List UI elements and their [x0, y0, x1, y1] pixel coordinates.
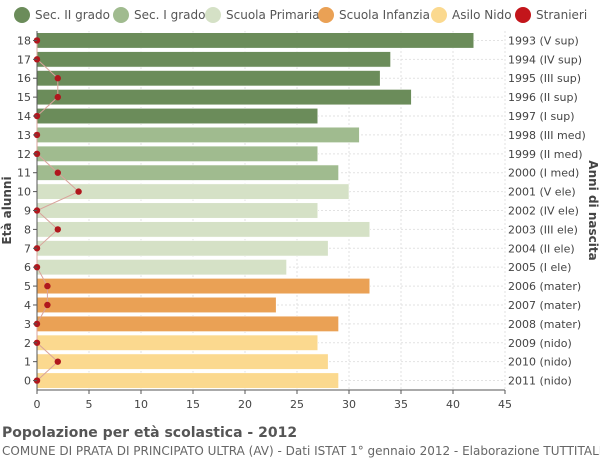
legend-label-scuola-primaria: Scuola Primaria — [226, 8, 320, 22]
legend-item-stranieri: Stranieri — [515, 4, 587, 26]
legend-swatch-stranieri — [515, 7, 531, 23]
bar-age-4 — [36, 296, 277, 314]
y-right-tick-label: 1994 (IV sup) — [508, 53, 582, 66]
y-right-tick-label: 2001 (V ele) — [508, 186, 576, 199]
legend-item-scuola-infanzia: Scuola Infanzia — [318, 4, 430, 26]
legend-swatch-scuola-infanzia — [318, 7, 334, 23]
y-tick-label: 9 — [24, 205, 31, 218]
y-tick-label: 12 — [17, 148, 31, 161]
chart-title: Popolazione per età scolastica - 2012 — [2, 425, 298, 441]
bar-age-6 — [36, 259, 287, 276]
legend-label-asilo-nido: Asilo Nido — [452, 8, 512, 22]
legend-item-sec-ii-grado: Sec. II grado — [14, 4, 110, 26]
y-right-tick-label: 2002 (IV ele) — [508, 205, 579, 218]
y-right-tick-label: 1993 (V sup) — [508, 34, 579, 47]
y-right-tick-label: 2004 (II ele) — [508, 242, 575, 255]
y-axis-label: Età alunni — [0, 176, 14, 244]
bar-age-1 — [36, 353, 329, 370]
y-tick-label: 0 — [24, 375, 31, 388]
y-tick-label: 17 — [17, 53, 31, 66]
legend-item-asilo-nido: Asilo Nido — [431, 4, 512, 26]
y-tick-label: 8 — [24, 223, 31, 236]
x-tick-label: 20 — [238, 398, 252, 411]
legend-swatch-sec-i-grado — [113, 7, 129, 23]
bar-age-0 — [36, 372, 339, 389]
bar-age-15 — [36, 89, 412, 106]
y-right-tick-label: 1998 (III med) — [508, 129, 586, 142]
chart-legend: Sec. II grado Sec. I grado Scuola Primar… — [0, 4, 600, 26]
y-tick-label: 7 — [24, 242, 31, 255]
y-right-tick-label: 2005 (I ele) — [508, 261, 571, 274]
y-tick-label: 18 — [17, 34, 31, 47]
bar-age-17 — [36, 51, 391, 68]
y-tick-label: 14 — [17, 110, 31, 123]
legend-swatch-scuola-primaria — [205, 7, 221, 23]
bar-age-18 — [36, 32, 475, 49]
legend-label-sec-ii-grado: Sec. II grado — [35, 8, 110, 22]
y-tick-label: 11 — [17, 167, 31, 180]
y-tick-label: 10 — [17, 186, 31, 199]
bar-age-12 — [36, 145, 319, 162]
y-right-tick-label: 1999 (II med) — [508, 148, 583, 161]
bar-age-9 — [36, 202, 319, 219]
y-tick-label: 16 — [17, 72, 31, 85]
y-tick-label: 6 — [24, 261, 31, 274]
y-tick-label: 3 — [24, 318, 31, 331]
y-right-tick-label: 2011 (nido) — [508, 375, 572, 388]
y-tick-label: 5 — [24, 280, 31, 293]
x-tick-label: 10 — [134, 398, 148, 411]
x-tick-label: 40 — [446, 398, 460, 411]
legend-swatch-sec-ii-grado — [14, 7, 30, 23]
x-tick-label: 45 — [498, 398, 512, 411]
x-tick-label: 25 — [290, 398, 304, 411]
legend-label-scuola-infanzia: Scuola Infanzia — [339, 8, 430, 22]
y-right-tick-label: 2009 (nido) — [508, 337, 572, 350]
y-right-tick-label: 2003 (III ele) — [508, 223, 578, 236]
legend-label-sec-i-grado: Sec. I grado — [134, 8, 206, 22]
legend-item-scuola-primaria: Scuola Primaria — [205, 4, 320, 26]
bar-age-3 — [36, 315, 339, 332]
y-right-tick-label: 2007 (mater) — [508, 299, 581, 312]
y-tick-label: 13 — [17, 129, 31, 142]
legend-item-sec-i-grado: Sec. I grado — [113, 4, 205, 26]
bar-age-10 — [36, 183, 350, 200]
y-right-tick-label: 1995 (III sup) — [508, 72, 581, 85]
stranieri-point-age-15 — [54, 93, 61, 101]
stranieri-point-age-1 — [54, 358, 61, 365]
bar-age-7 — [36, 240, 329, 257]
bar-age-11 — [36, 164, 339, 181]
y-right-tick-label: 2000 (I med) — [508, 167, 579, 180]
y-right-tick-label: 2010 (nido) — [508, 356, 572, 369]
bar-age-13 — [36, 126, 360, 143]
legend-swatch-asilo-nido — [431, 7, 447, 23]
stranieri-point-age-11 — [54, 169, 61, 176]
stranieri-point-age-10 — [75, 188, 82, 195]
bar-age-14 — [36, 107, 319, 125]
x-tick-label: 15 — [186, 398, 200, 411]
bar-age-8 — [36, 221, 371, 238]
stranieri-point-age-5 — [44, 282, 51, 290]
x-tick-label: 30 — [342, 398, 356, 411]
stranieri-point-age-8 — [54, 226, 61, 233]
x-tick-label: 0 — [34, 398, 41, 411]
x-tick-label: 35 — [394, 398, 408, 411]
legend-label-stranieri: Stranieri — [536, 8, 588, 22]
y-tick-label: 2 — [24, 337, 31, 350]
y-tick-label: 4 — [24, 299, 31, 312]
y-right-tick-label: 1997 (I sup) — [508, 110, 575, 123]
y-tick-label: 1 — [24, 356, 31, 369]
stranieri-point-age-16 — [54, 75, 61, 82]
bar-age-16 — [36, 70, 381, 87]
y-right-tick-label: 2006 (mater) — [508, 280, 581, 293]
y-right-tick-label: 2008 (mater) — [508, 318, 581, 331]
chart-source: COMUNE DI PRATA DI PRINCIPATO ULTRA (AV)… — [2, 444, 600, 458]
y-axis-label-right: Anni di nascita — [586, 160, 600, 260]
x-tick-label: 5 — [86, 398, 93, 411]
y-tick-label: 15 — [17, 91, 31, 104]
stranieri-point-age-4 — [44, 301, 51, 309]
bar-age-2 — [36, 334, 319, 351]
y-right-tick-label: 1996 (II sup) — [508, 91, 578, 104]
bar-age-5 — [36, 278, 371, 295]
